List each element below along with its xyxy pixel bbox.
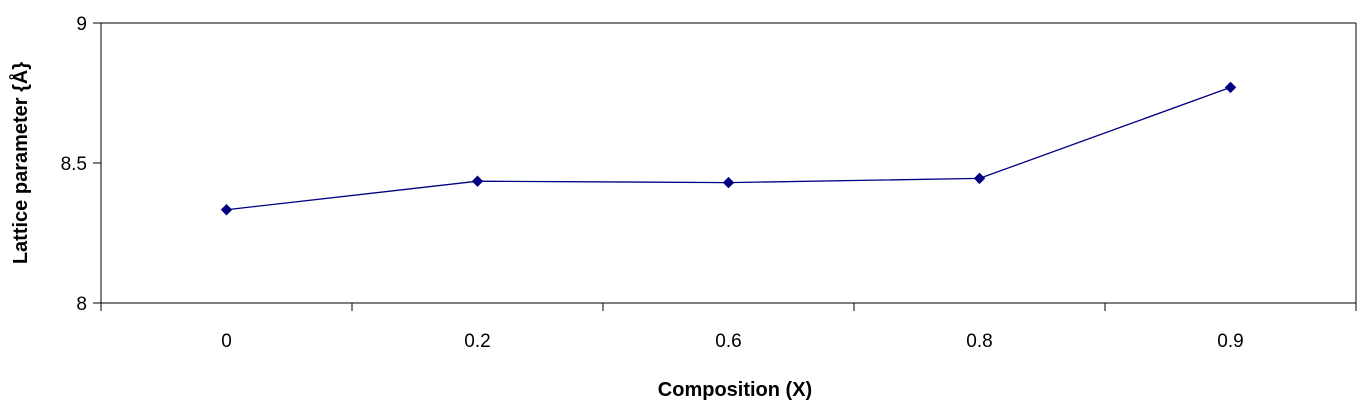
series-line [226,86,1231,211]
y-axis-title: Lattice parameter {Å} [8,62,32,265]
y-tick-label: 9 [76,14,87,35]
x-tick-label: 0.8 [966,331,992,352]
data-point-marker [722,176,735,189]
x-tick-label: 0.9 [1217,331,1243,352]
data-point-marker [973,172,986,185]
y-tick-label: 8 [76,294,87,315]
data-point-marker [471,175,484,187]
data-point-marker [220,204,233,216]
x-axis-title: Composition (X) [658,379,812,401]
y-tick-label: 8.5 [61,154,87,175]
x-tick-label: 0.2 [464,331,490,352]
data-point-marker [1224,81,1237,94]
x-tick-label: 0 [221,331,232,352]
x-tick-label: 0.6 [715,331,741,352]
